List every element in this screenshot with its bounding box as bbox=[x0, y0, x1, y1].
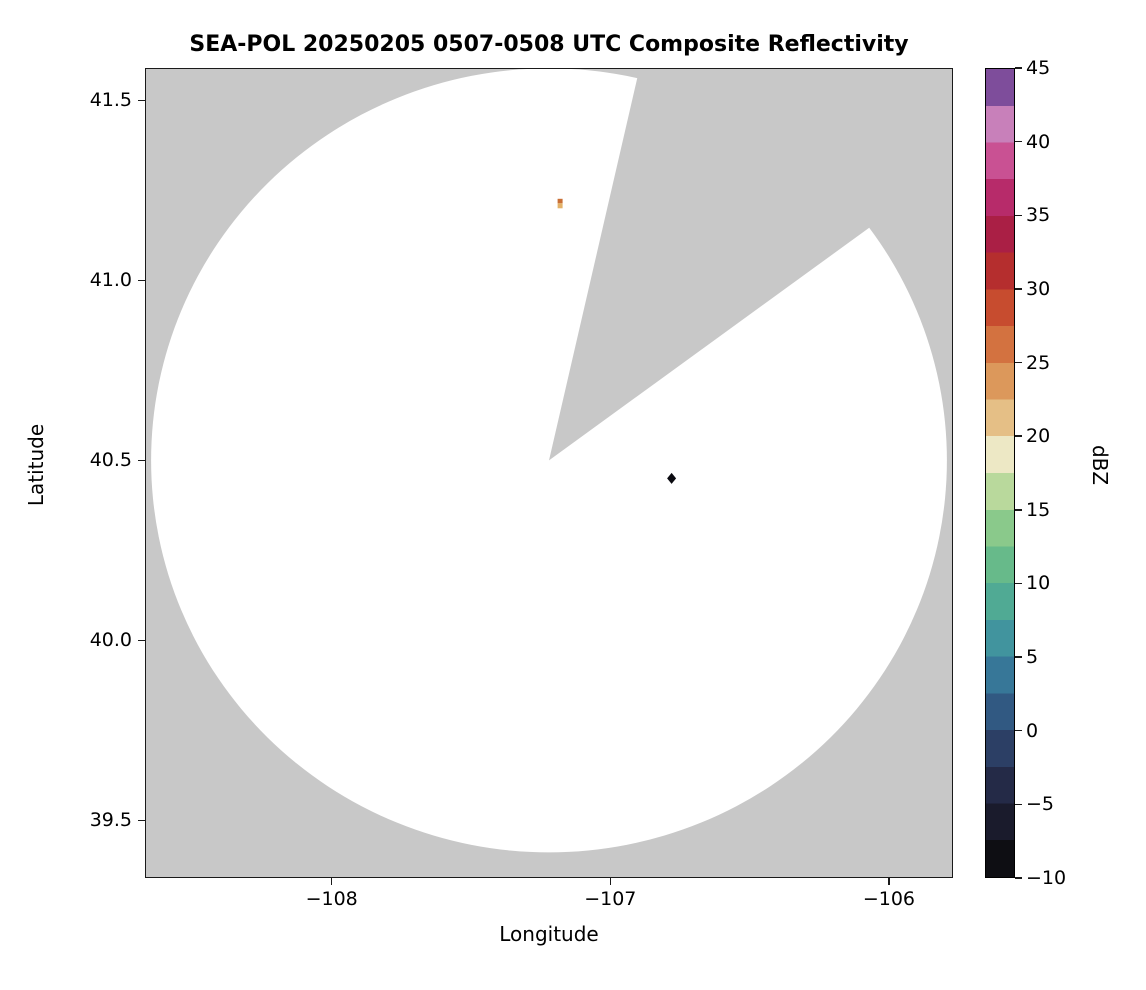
colorbar-tick-mark bbox=[1015, 435, 1022, 437]
x-tick-label: −107 bbox=[584, 888, 637, 910]
colorbar-tick-label: −5 bbox=[1026, 793, 1055, 816]
x-tick-label: −106 bbox=[862, 888, 915, 910]
colorbar-tick-label: 30 bbox=[1026, 277, 1051, 300]
x-tick-mark bbox=[888, 878, 890, 885]
echo-marker-speck bbox=[557, 203, 563, 209]
radar-map bbox=[145, 68, 953, 878]
echo-marker-speck bbox=[557, 198, 563, 204]
y-tick-mark bbox=[138, 819, 145, 822]
blocked-sector-wedge bbox=[549, 68, 953, 461]
y-tick-label: 41.5 bbox=[89, 89, 132, 112]
colorbar-tick-mark bbox=[1015, 803, 1022, 806]
colorbar-tick-mark bbox=[1015, 729, 1022, 732]
colorbar-tick-label: 35 bbox=[1026, 204, 1051, 227]
echo-marker-diamond bbox=[667, 472, 677, 484]
colorbar-tick-mark bbox=[1015, 361, 1022, 364]
colorbar-tick-mark bbox=[1015, 656, 1022, 658]
colorbar-tick-label: 25 bbox=[1026, 351, 1051, 374]
colorbar-tick-mark bbox=[1015, 877, 1022, 879]
colorbar-gradient bbox=[986, 69, 1014, 877]
x-tick-mark bbox=[330, 878, 333, 885]
x-axis-label: Longitude bbox=[499, 922, 599, 946]
colorbar-tick-label: 0 bbox=[1026, 719, 1039, 742]
x-tick-mark bbox=[609, 878, 612, 885]
y-tick-label: 40.5 bbox=[89, 449, 132, 472]
y-tick-label: 41.0 bbox=[89, 269, 132, 292]
y-axis-label: Latitude bbox=[24, 423, 48, 507]
colorbar-tick-mark bbox=[1015, 67, 1022, 69]
colorbar-tick-mark bbox=[1015, 582, 1022, 585]
y-tick-mark bbox=[138, 279, 145, 282]
chart-title: SEA-POL 20250205 0507-0508 UTC Composite… bbox=[189, 32, 909, 57]
plot-frame bbox=[145, 68, 953, 878]
colorbar-tick-label: 15 bbox=[1026, 498, 1051, 521]
y-tick-label: 40.0 bbox=[89, 629, 132, 652]
colorbar-tick-label: 5 bbox=[1026, 646, 1039, 669]
colorbar-tick-mark bbox=[1015, 214, 1022, 217]
colorbar-tick-mark bbox=[1015, 509, 1022, 511]
colorbar-tick-label: 45 bbox=[1026, 57, 1051, 79]
y-tick-mark bbox=[138, 99, 145, 102]
colorbar-tick-mark bbox=[1015, 288, 1022, 290]
colorbar-label: dBZ bbox=[1088, 444, 1112, 486]
y-tick-mark bbox=[138, 639, 145, 642]
colorbar-tick-label: 20 bbox=[1026, 425, 1051, 448]
y-tick-label: 39.5 bbox=[89, 809, 132, 832]
colorbar-tick-mark bbox=[1015, 140, 1022, 143]
colorbar-tick-label: −10 bbox=[1026, 867, 1067, 889]
x-tick-label: −108 bbox=[305, 888, 358, 910]
colorbar-tick-label: 10 bbox=[1026, 572, 1051, 595]
colorbar-tick-label: 40 bbox=[1026, 130, 1051, 153]
colorbar bbox=[985, 68, 1015, 878]
y-tick-mark bbox=[138, 459, 145, 462]
